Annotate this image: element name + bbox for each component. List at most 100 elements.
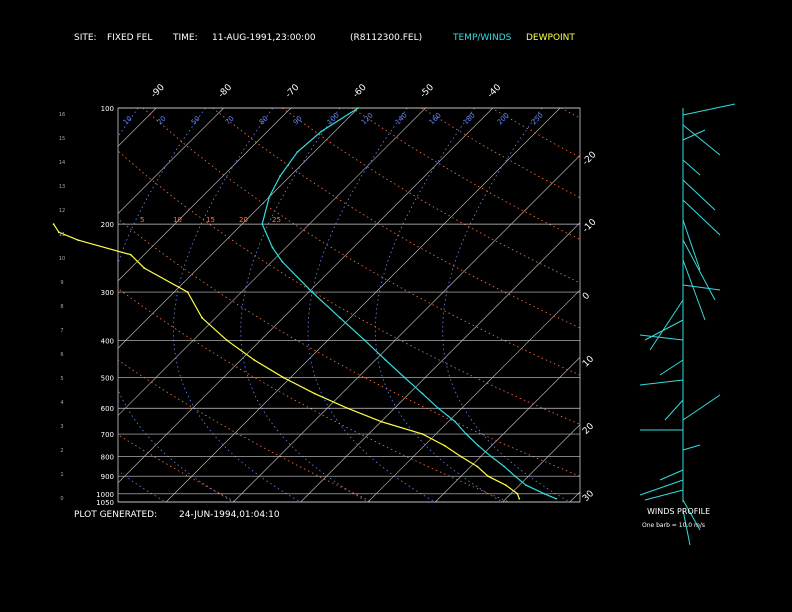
height-tick-label: 13 [59, 184, 65, 190]
isotherm-line [233, 154, 580, 502]
isotherm-line [118, 108, 494, 484]
height-tick-label: 10 [59, 256, 65, 262]
height-tick-label: 11 [59, 232, 65, 238]
temperature-profile-line-point [403, 376, 406, 379]
temperature-profile-line-point [357, 107, 360, 109]
isotherm-top-label: -90 [149, 82, 167, 100]
mixing-ratio-line [0, 108, 99, 502]
dewpoint-profile-line-point [443, 444, 446, 447]
isotherm-line [118, 108, 224, 215]
mixing-ratio-line [240, 108, 369, 502]
isotherm-right-label: -10 [581, 217, 599, 235]
wind-barb [682, 259, 706, 321]
dewpoint-profile-line-point [186, 291, 189, 293]
temperature-profile-line-point [543, 492, 546, 495]
mixing-ratio-line [442, 108, 571, 502]
temperature-profile-line-point [268, 196, 271, 198]
mixing-ratio-label: 80 [258, 114, 270, 126]
wind-barb [639, 379, 684, 386]
pressure-tick-label: 200 [101, 221, 114, 229]
wind-barb [644, 489, 684, 501]
wind-barb [682, 394, 721, 421]
temperature-profile-line-point [503, 465, 506, 468]
temperature-profile-line-point [490, 455, 492, 458]
dewpoint-profile-line-point [313, 392, 316, 395]
wind-barb [682, 199, 721, 236]
wind-barb [659, 359, 684, 376]
isotherm-line [118, 108, 292, 282]
height-tick-label: 2 [60, 448, 63, 454]
dry-adiabat-line [491, 108, 580, 158]
temp-legend: TEMP/WINDS [453, 33, 512, 43]
wind-barb [649, 299, 684, 351]
temperature-profile-line-point [281, 260, 283, 263]
mixing-ratio-label: 120 [360, 111, 375, 126]
mixing-ratio-label: 100 [326, 111, 341, 126]
mixing-ratio-label: 50 [190, 114, 202, 126]
wind-barb [659, 469, 684, 481]
temperature-profile-line-point [514, 475, 516, 478]
theta-label: 5 [140, 216, 144, 224]
temperature-profile-line-point [279, 175, 282, 177]
isotherm-line [502, 424, 580, 502]
mixing-ratio-line [172, 108, 301, 502]
wind-barb [682, 239, 716, 301]
wind-barb [682, 284, 721, 291]
dry-adiabat-line [351, 108, 580, 240]
isotherm-top-label: -60 [351, 82, 369, 100]
height-tick-label: 12 [59, 208, 65, 214]
dewpoint-profile-line-point [253, 359, 256, 361]
height-tick-label: 0 [60, 496, 63, 502]
temperature-profile-line-point [320, 130, 323, 133]
dewpoint-profile-line-point [476, 465, 479, 468]
pressure-tick-label: 700 [101, 431, 114, 439]
mixing-ratio-label: 200 [496, 111, 511, 126]
isotherm-line [637, 108, 792, 502]
temperature-profile-line-point [363, 339, 366, 342]
theta-label: 10 [173, 216, 182, 224]
wind-barb [682, 103, 736, 116]
pressure-tick-label: 1050 [96, 499, 114, 507]
wind-barb [682, 159, 701, 176]
pressure-tick-label: 600 [101, 405, 114, 413]
wind-barb [682, 444, 701, 451]
temperature-profile-line-point [296, 151, 299, 153]
isotherm-line [118, 108, 359, 349]
temperature-profile-line-point [339, 317, 341, 319]
isotherm-top-label: -50 [419, 82, 437, 100]
dewpoint-profile-line-point [487, 475, 489, 478]
mixing-ratio-line [118, 108, 167, 502]
mixing-ratio-label: 180 [462, 111, 477, 126]
wind-barb [682, 179, 716, 211]
winds-barb-note: One barb = 10.0 m/s [642, 522, 705, 529]
site-value: FIXED FEL [107, 33, 153, 43]
mixing-ratio-label: 70 [224, 114, 236, 126]
isotherm-line [300, 222, 580, 502]
isotherm-line [118, 108, 157, 147]
isotherm-line [569, 491, 580, 502]
plot-generated-label: PLOT GENERATED: [74, 510, 158, 520]
isotherm-line [0, 108, 22, 502]
wind-barb [644, 319, 684, 341]
dewpoint-profile-line-point [516, 492, 519, 495]
isotherm-top-label: -70 [284, 82, 302, 100]
wind-barb [682, 129, 706, 141]
isotherm-right-label: 20 [581, 421, 596, 436]
theta-label: 25 [272, 216, 281, 224]
dewpoint-profile-line-point [282, 376, 285, 379]
isotherm-line [0, 108, 89, 502]
dry-adiabat-line [560, 108, 580, 119]
temperature-profile-line-point [465, 433, 468, 435]
temperature-profile-line-point [477, 444, 480, 447]
pressure-tick-label: 100 [101, 105, 114, 113]
dewpoint-legend: DEWPOINT [526, 33, 575, 43]
mixing-ratio-label: 10 [122, 114, 134, 126]
height-tick-label: 14 [59, 160, 65, 166]
height-tick-label: 5 [60, 376, 63, 382]
time-value: 11-AUG-1991,23:00:00 [212, 33, 316, 43]
dewpoint-profile-line-point [129, 253, 132, 256]
dewpoint-profile-line-point [518, 497, 521, 500]
height-tick-label: 9 [60, 280, 63, 286]
dry-adiabat-line [0, 108, 99, 502]
